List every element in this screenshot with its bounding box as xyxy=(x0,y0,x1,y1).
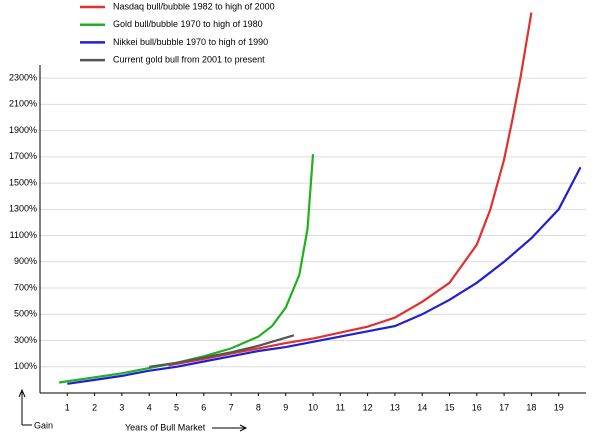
x-tick-label: 1 xyxy=(65,402,70,412)
y-tick-label: 300% xyxy=(14,335,37,345)
x-tick-label: 2 xyxy=(92,402,97,412)
series-line xyxy=(168,12,533,367)
y-tick-label: 1900% xyxy=(9,125,37,135)
x-tick-label: 16 xyxy=(472,402,482,412)
x-axis-label: Years of Bull Market xyxy=(125,422,206,432)
y-tick-label: 900% xyxy=(14,256,37,266)
x-tick-label: 18 xyxy=(526,402,536,412)
x-tick-label: 7 xyxy=(229,402,234,412)
x-tick-label: 13 xyxy=(390,402,400,412)
x-tick-label: 6 xyxy=(201,402,206,412)
y-axis-label: Gain xyxy=(34,420,53,430)
x-tick-label: 17 xyxy=(499,402,509,412)
y-arrow-head xyxy=(18,388,26,398)
y-tick-label: 2300% xyxy=(9,72,37,82)
x-tick-label: 9 xyxy=(283,402,288,412)
legend-label: Nasdaq bull/bubble 1982 to high of 2000 xyxy=(113,1,275,11)
y-tick-label: 1500% xyxy=(9,177,37,187)
series-line xyxy=(67,166,582,385)
x-arrow-head xyxy=(239,424,248,432)
x-tick-label: 8 xyxy=(256,402,261,412)
y-tick-label: 2100% xyxy=(9,99,37,109)
y-tick-label: 700% xyxy=(14,282,37,292)
legend-label: Nikkei bull/bubble 1970 to high of 1990 xyxy=(113,37,268,47)
y-tick-label: 1300% xyxy=(9,204,37,214)
x-tick-label: 11 xyxy=(336,402,345,412)
legend-label: Gold bull/bubble 1970 to high of 1980 xyxy=(113,19,263,29)
x-tick-label: 12 xyxy=(363,402,373,412)
x-tick-label: 19 xyxy=(554,402,564,412)
y-tick-label: 1700% xyxy=(9,151,37,161)
x-tick-label: 14 xyxy=(417,402,427,412)
x-tick-label: 3 xyxy=(119,402,124,412)
series-line xyxy=(149,334,295,368)
x-tick-label: 4 xyxy=(147,402,152,412)
series-line xyxy=(58,154,315,384)
x-tick-label: 10 xyxy=(308,402,318,412)
y-tick-label: 1100% xyxy=(10,230,37,240)
y-tick-label: 500% xyxy=(14,309,37,319)
legend-label: Current gold bull from 2001 to present xyxy=(113,54,265,64)
x-tick-label: 15 xyxy=(444,402,454,412)
y-tick-label: 100% xyxy=(14,361,37,371)
x-tick-label: 5 xyxy=(174,402,179,412)
